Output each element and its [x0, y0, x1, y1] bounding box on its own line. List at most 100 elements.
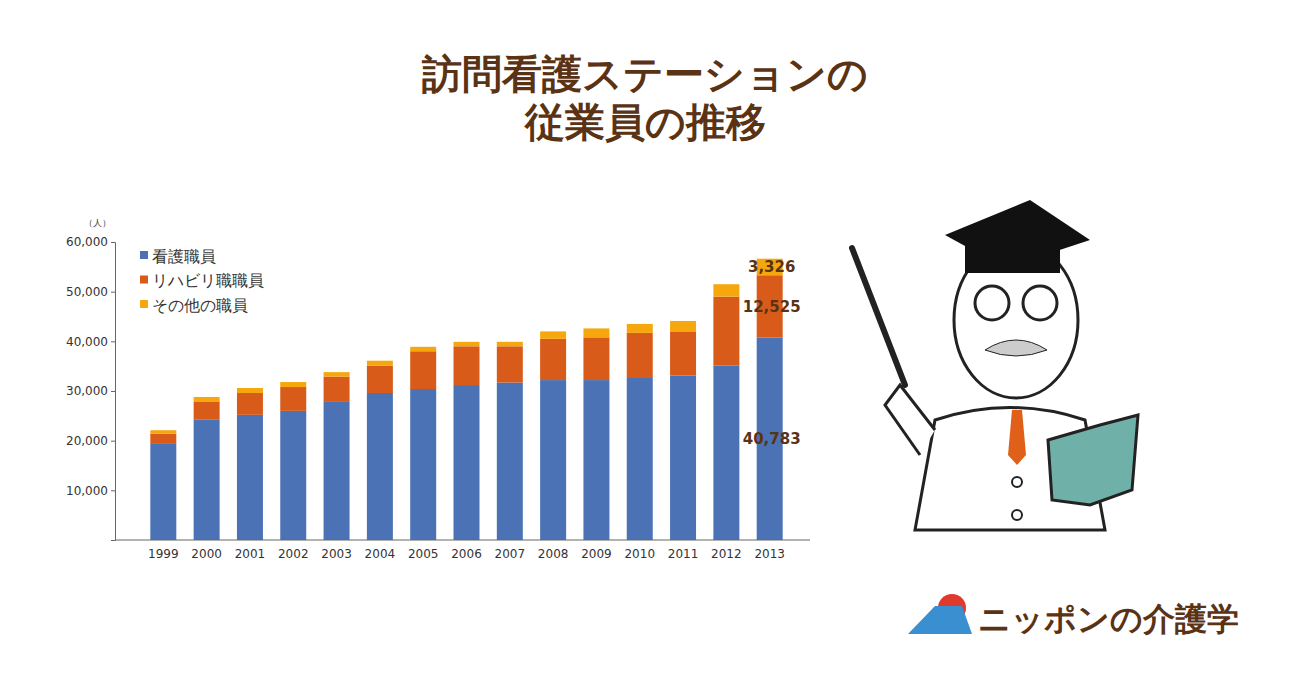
- x-tick: 2004: [365, 540, 396, 561]
- x-tick: 2000: [191, 540, 222, 561]
- x-tick: 2011: [668, 540, 699, 561]
- x-tick-label: 2002: [278, 547, 309, 561]
- illustration: [852, 200, 1138, 530]
- bar-segment: [540, 380, 566, 540]
- pointer: [852, 248, 905, 385]
- y-axis-line: [111, 243, 116, 541]
- bar-segment: [540, 331, 566, 338]
- y-tick-mark: [111, 242, 115, 243]
- bar-segment: [367, 393, 393, 540]
- bar-segment: [280, 387, 306, 411]
- bar-segment: [497, 342, 523, 346]
- bar-segment: [627, 377, 653, 540]
- bar-segment: [280, 411, 306, 540]
- x-tick: 2005: [408, 540, 439, 561]
- bar-segment: [150, 430, 176, 433]
- legend-label: リハビリ職職員: [152, 271, 264, 290]
- chart: 訪問看護ステーションの従業員の推移10,00020,00030,00040,00…: [0, 0, 1290, 675]
- x-tick-label: 2001: [235, 547, 266, 561]
- x-tick: 2012: [711, 540, 742, 561]
- hat-base: [965, 245, 1060, 273]
- button: [1012, 510, 1022, 520]
- bar-segment: [367, 366, 393, 393]
- y-tick-mark: [111, 441, 115, 442]
- bar-segment: [324, 377, 350, 402]
- y-unit: （人）: [84, 218, 111, 228]
- data-label: 40,783: [743, 430, 801, 448]
- x-tick-label: 2011: [668, 547, 699, 561]
- logo: ニッポンの介護学: [908, 594, 1239, 638]
- x-tick-label: 2013: [754, 547, 785, 561]
- bar-segment: [324, 402, 350, 540]
- bar-segment: [194, 397, 220, 401]
- x-tick: 2001: [235, 540, 266, 561]
- head: [954, 242, 1078, 398]
- x-tick: 2009: [581, 540, 612, 561]
- y-tick-label: 20,000: [66, 434, 108, 448]
- x-tick: 1999: [148, 540, 179, 561]
- title: 訪問看護ステーションの従業員の推移: [421, 51, 868, 145]
- glasses-left: [975, 286, 1009, 320]
- bar-segment: [583, 328, 609, 337]
- x-tick-label: 2010: [624, 547, 655, 561]
- bar-segment: [150, 434, 176, 443]
- x-tick: 2002: [278, 540, 309, 561]
- bar-segment: [627, 324, 653, 333]
- x-tick: 2006: [451, 540, 482, 561]
- y-tick-label: 60,000: [66, 235, 108, 249]
- bar-segment: [670, 376, 696, 540]
- bar-segment: [497, 383, 523, 540]
- legend-swatch: [140, 300, 148, 308]
- bar-segment: [410, 351, 436, 389]
- glasses-right: [1023, 286, 1057, 320]
- bar-segment: [237, 393, 263, 415]
- y-tick-label: 10,000: [66, 484, 108, 498]
- x-tick-label: 1999: [148, 547, 179, 561]
- bar-segment: [150, 443, 176, 540]
- y-axis: 10,00020,00030,00040,00050,00060,000: [66, 235, 116, 540]
- data-label: 3,326: [748, 258, 795, 276]
- data-labels: 40,783 12,525 3,326: [743, 258, 801, 448]
- legend-item: その他の職員: [140, 296, 248, 315]
- bar-segment: [454, 342, 480, 346]
- logo-mountain: [908, 606, 972, 634]
- bar-segment: [583, 337, 609, 380]
- bar-segment: [194, 401, 220, 419]
- bar-segment: [410, 389, 436, 540]
- y-tick: 50,000: [66, 285, 115, 299]
- title-line: 従業員の推移: [524, 99, 766, 145]
- x-axis-line: [115, 540, 810, 541]
- bar-segment: [713, 366, 739, 540]
- button: [1012, 477, 1022, 487]
- data-label: 12,525: [743, 298, 801, 316]
- legend-label: 看護職員: [152, 247, 216, 266]
- y-tick-mark: [111, 391, 115, 392]
- title-line: 訪問看護ステーションの: [421, 51, 868, 97]
- bar-segment: [454, 385, 480, 540]
- mustache: [985, 340, 1047, 356]
- x-tick-label: 2008: [538, 547, 569, 561]
- bar-segment: [410, 347, 436, 351]
- x-tick-label: 2012: [711, 547, 742, 561]
- arm: [885, 385, 935, 455]
- legend-item: リハビリ職職員: [140, 271, 264, 290]
- y-tick: 20,000: [66, 434, 115, 448]
- tie: [1008, 410, 1026, 465]
- bar-segment: [367, 361, 393, 366]
- legend-swatch: [140, 276, 148, 284]
- y-tick-label: 40,000: [66, 335, 108, 349]
- x-tick-label: 2006: [451, 547, 482, 561]
- bar-segment: [237, 415, 263, 540]
- legend-item: 看護職員: [140, 247, 216, 266]
- y-tick-label: 50,000: [66, 285, 108, 299]
- x-tick-label: 2007: [495, 547, 526, 561]
- bar-segment: [237, 388, 263, 393]
- bar-segment: [713, 284, 739, 296]
- bar-segment: [324, 372, 350, 376]
- bar-segment: [497, 346, 523, 382]
- x-tick: 2007: [495, 540, 526, 561]
- x-tick: 2013: [754, 540, 785, 561]
- x-tick-label: 2000: [191, 547, 222, 561]
- legend-label: その他の職員: [152, 296, 248, 315]
- bar-segment: [583, 380, 609, 540]
